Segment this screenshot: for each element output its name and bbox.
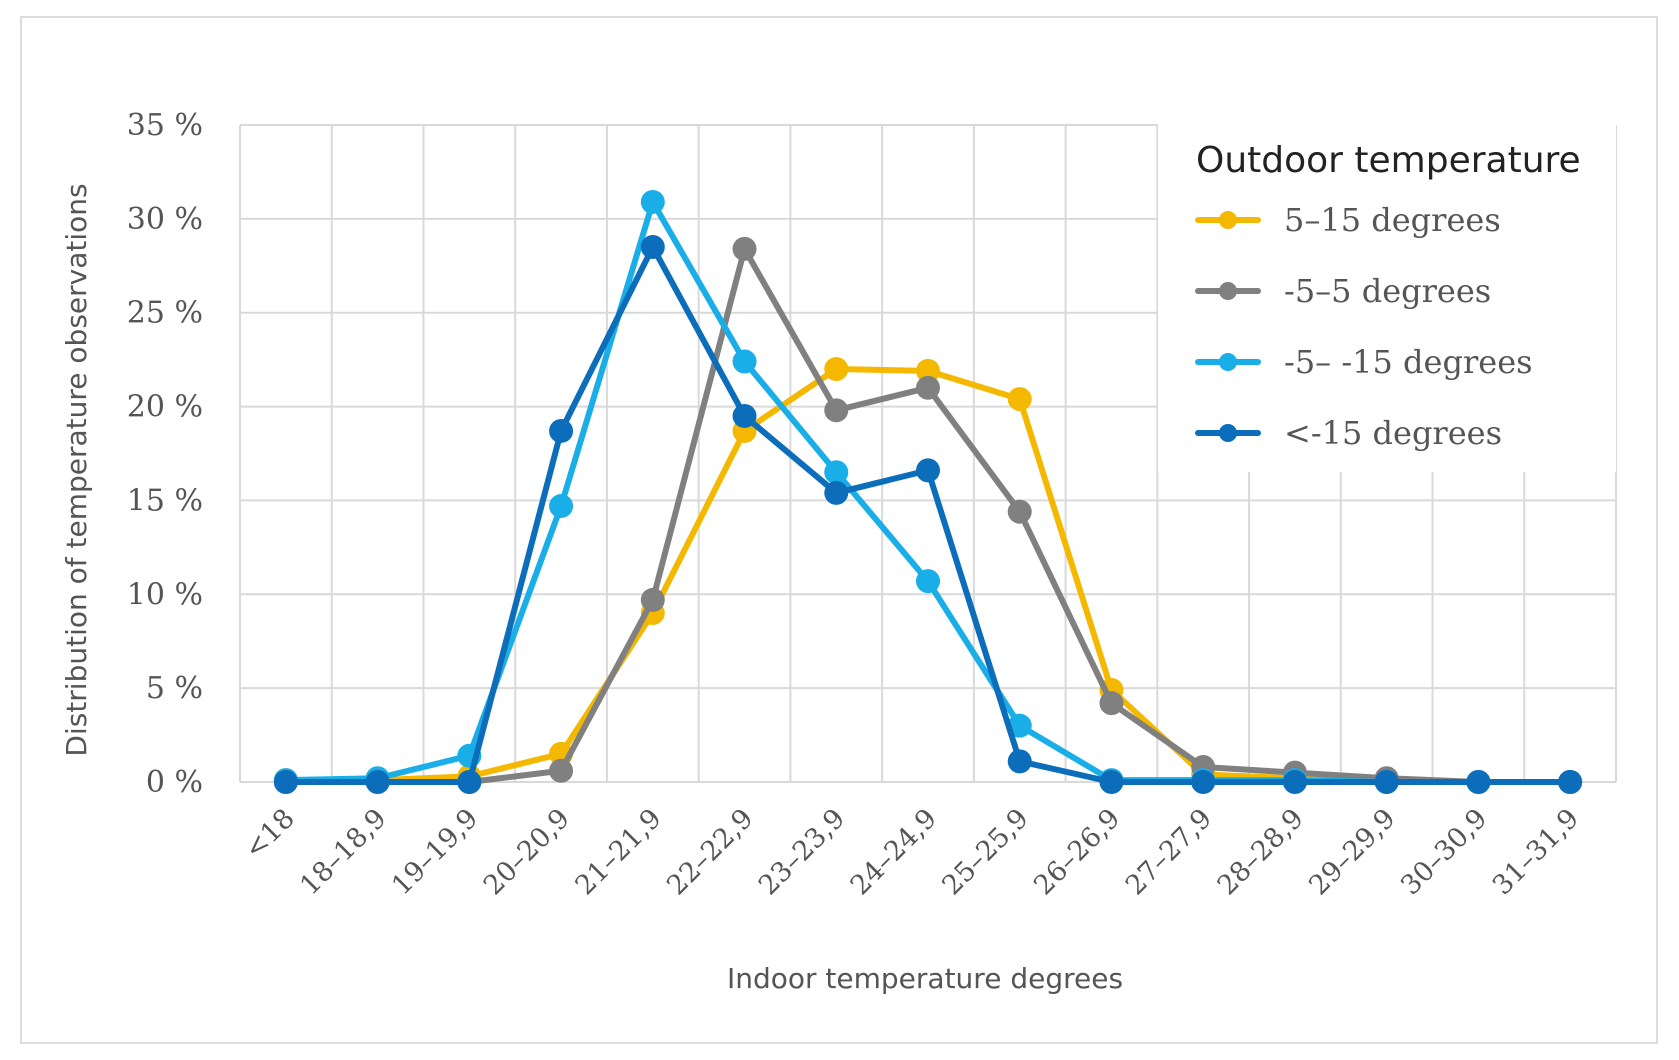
x-tick-label: 18–18,9 <box>294 803 392 901</box>
legend-title: Outdoor temperature <box>1196 140 1581 181</box>
legend-swatch-marker <box>1219 211 1237 229</box>
x-tick-label: 31–31,9 <box>1487 803 1585 901</box>
y-tick-label: 10 % <box>127 577 203 612</box>
legend: Outdoor temperature 5–15 degrees -5–5 deg… <box>1158 120 1616 472</box>
data-point <box>916 375 940 400</box>
x-tick-label: 23–23,9 <box>753 803 851 901</box>
legend-label: -5–5 degrees <box>1284 272 1491 310</box>
y-axis-ticks: 0 % 5 % 10 % 15 % 20 % 25 % 30 % 35 % <box>127 108 203 800</box>
data-point <box>1007 499 1032 524</box>
legend-item: -5– -15 degrees <box>1195 343 1533 381</box>
y-tick-label: 5 % <box>146 671 203 706</box>
legend-label: -5– -15 degrees <box>1284 343 1533 381</box>
x-axis-label: Indoor temperature degrees <box>727 962 1123 995</box>
data-point <box>549 494 574 519</box>
x-tick-label: 27–27,9 <box>1120 803 1218 901</box>
data-point <box>1282 770 1307 794</box>
data-point <box>732 403 757 428</box>
legend-items: 5–15 degrees -5–5 degrees -5– -15 degrees <… <box>1195 201 1533 452</box>
data-point <box>824 480 849 505</box>
y-tick-label: 25 % <box>127 296 203 331</box>
data-point <box>1099 691 1124 716</box>
data-point <box>824 357 849 382</box>
data-point <box>365 770 390 794</box>
y-tick-label: 15 % <box>127 483 203 518</box>
x-tick-label: 25–25,9 <box>936 803 1034 901</box>
y-axis-label: Distribution of temperature observations <box>60 183 93 756</box>
x-tick-label: 24–24,9 <box>845 803 943 901</box>
legend-swatch-marker <box>1219 424 1237 442</box>
x-tick-label: 20–20,9 <box>478 803 576 901</box>
data-point <box>916 358 940 383</box>
data-point <box>732 349 757 374</box>
data-point <box>916 458 940 483</box>
data-point <box>1558 770 1583 794</box>
series-4 <box>273 235 1583 794</box>
x-tick-label: 29–29,9 <box>1303 803 1401 901</box>
y-tick-label: 20 % <box>127 390 203 425</box>
x-tick-label: 19–19,9 <box>386 803 484 901</box>
data-point <box>273 770 298 794</box>
data-point <box>732 236 757 261</box>
data-point <box>1007 713 1032 738</box>
x-tick-label: 22–22,9 <box>661 803 759 901</box>
legend-label: <-15 degrees <box>1284 414 1502 452</box>
data-point <box>916 569 940 594</box>
legend-item: <-15 degrees <box>1195 414 1502 452</box>
x-tick-label: 30–30,9 <box>1395 803 1493 901</box>
data-point <box>824 460 849 485</box>
data-point <box>640 189 665 214</box>
legend-item: 5–15 degrees <box>1195 201 1501 239</box>
y-tick-label: 35 % <box>127 108 203 143</box>
data-point <box>1007 749 1032 774</box>
data-point <box>824 398 849 423</box>
data-point <box>549 758 574 783</box>
data-point <box>1466 770 1491 794</box>
y-tick-label: 0 % <box>146 765 203 800</box>
x-tick-label: 21–21,9 <box>569 803 667 901</box>
x-tick-label: <18 <box>239 803 301 865</box>
data-point <box>640 235 665 260</box>
legend-swatch-marker <box>1219 353 1237 371</box>
data-point <box>1374 770 1399 794</box>
data-point <box>549 418 574 443</box>
series-group <box>273 189 1583 794</box>
data-point <box>640 587 665 612</box>
data-point <box>1099 770 1124 794</box>
x-axis-ticks: <1818–18,919–19,920–20,921–21,922–22,923… <box>239 803 1585 901</box>
data-point <box>457 770 482 794</box>
legend-item: -5–5 degrees <box>1195 272 1491 310</box>
data-point <box>1007 387 1032 412</box>
x-tick-label: 28–28,9 <box>1212 803 1310 901</box>
legend-swatch-marker <box>1219 282 1237 300</box>
x-tick-label: 26–26,9 <box>1028 803 1126 901</box>
y-tick-label: 30 % <box>127 202 203 237</box>
legend-label: 5–15 degrees <box>1284 201 1501 239</box>
data-point <box>1191 770 1216 794</box>
